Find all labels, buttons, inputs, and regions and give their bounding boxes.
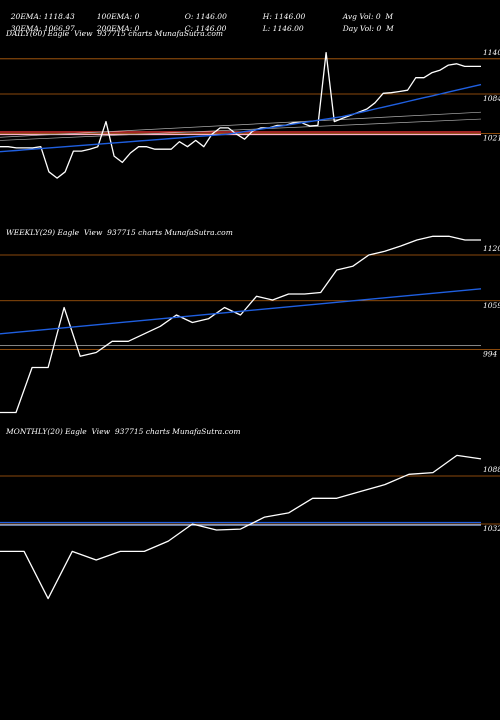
high-readout: H: 1146.00 bbox=[262, 12, 306, 21]
weekly-price-line bbox=[0, 235, 481, 414]
monthly-panel-title: MONTHLY(20) Eagle View 937715 charts Mun… bbox=[6, 427, 241, 436]
ema20-readout: 20EMA: 1118.43 bbox=[10, 12, 75, 21]
monthly-panel: 1088 1032 bbox=[0, 454, 500, 600]
daily-level-label-1084: 1084 bbox=[483, 94, 500, 103]
low-readout: L: 1146.00 bbox=[262, 24, 304, 33]
day-volume-readout: Day Vol: 0 M bbox=[342, 24, 394, 33]
daily-price-line bbox=[0, 51, 481, 179]
close-readout: C: 1146.00 bbox=[184, 24, 227, 33]
daily-trendline-1 bbox=[0, 111, 482, 138]
ema200-readout: 200EMA: 0 bbox=[96, 24, 140, 33]
avg-volume-readout: Avg Vol: 0 M bbox=[342, 12, 394, 21]
indicator-row-1: 20EMA: 1118.43 100EMA: 0 O: 1146.00 H: 1146… bbox=[6, 3, 393, 21]
indicator-row-2: 30EMA: 1066.97 200EMA: 0 C: 1146.00 L: 1146… bbox=[6, 15, 394, 33]
ema30-readout: 30EMA: 1066.97 bbox=[10, 24, 75, 33]
daily-ema-line bbox=[0, 83, 482, 153]
weekly-level-label-1120: 1120 bbox=[483, 244, 500, 253]
ema100-readout: 100EMA: 0 bbox=[96, 12, 140, 21]
weekly-level-label-994: 994 bbox=[483, 350, 498, 359]
daily-panel-title: DAILY(60) Eagle View 937715 charts Munaf… bbox=[6, 29, 223, 38]
weekly-ema-line bbox=[0, 288, 482, 335]
open-readout: O: 1146.00 bbox=[184, 12, 227, 21]
weekly-panel-title: WEEKLY(29) Eagle View 937715 charts Muna… bbox=[6, 228, 233, 237]
monthly-level-label-1088: 1088 bbox=[483, 465, 500, 474]
daily-trendline-2 bbox=[0, 118, 482, 141]
monthly-price-line bbox=[0, 454, 482, 600]
daily-level-label-1140: 1140 bbox=[483, 48, 500, 57]
monthly-level-label-1032: 1032 bbox=[483, 524, 500, 533]
